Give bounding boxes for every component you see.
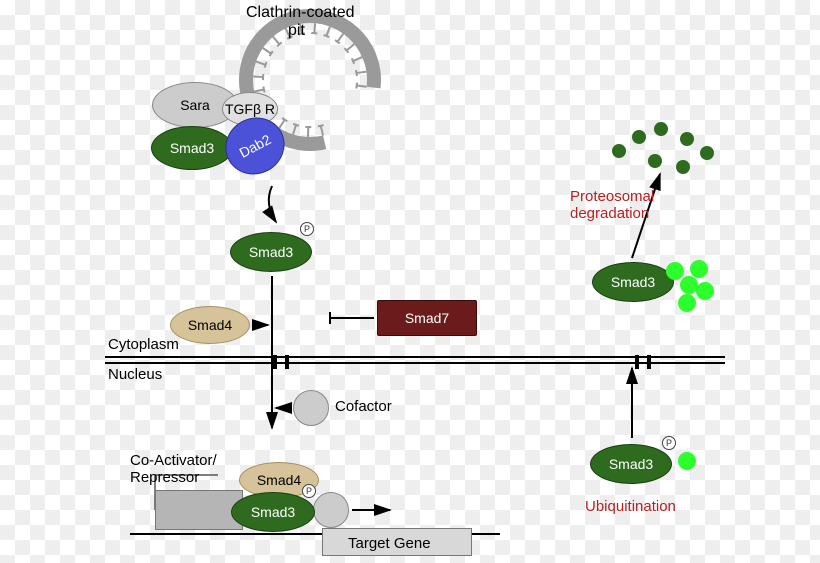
smad4-protein-label: Smad4 [188, 317, 232, 333]
ubiq-cluster-dot [696, 282, 714, 300]
degradation-dot [654, 122, 668, 136]
proteosomal-label: Proteosomaldegradation [570, 188, 654, 222]
ubiq-cluster-dot [678, 294, 696, 312]
target-gene-label: Target Gene [348, 535, 431, 552]
smad7-protein: Smad7 [377, 300, 477, 336]
smad3-top-label: Smad3 [170, 140, 214, 156]
nuclear-membrane [105, 356, 725, 364]
smad3-bottom: Smad3 [231, 492, 315, 532]
smad3-mid-label: Smad3 [249, 244, 293, 260]
smad4-protein: Smad4 [170, 306, 250, 344]
ubiq-cluster-dot [690, 260, 708, 278]
smad3-mid: Smad3 [230, 232, 312, 272]
ubiquitination-label: Ubiquitination [585, 498, 676, 515]
smad3-right-lower-label: Smad3 [609, 456, 653, 472]
nucleus-label: Nucleus [108, 366, 162, 383]
coactivator-label: Co-Activator/Repressor [130, 452, 217, 486]
degradation-dot [612, 144, 626, 158]
smad3-mid-phospho: P [300, 222, 314, 236]
smad3-right-lower-phospho: P [662, 436, 676, 450]
tgfbr-protein-label: TGFβ R [225, 101, 275, 117]
degradation-dot [676, 160, 690, 174]
cytoplasm-label: Cytoplasm [108, 336, 179, 353]
ubiq-dot [678, 452, 696, 470]
pit-title-sub: pit [288, 22, 305, 40]
sara-protein-label: Sara [180, 97, 210, 113]
degradation-dot [648, 154, 662, 168]
smad3-right-upper-label: Smad3 [611, 274, 655, 290]
smad3-right-upper: Smad3 [592, 262, 674, 302]
bottom-gray-cofactor [313, 492, 349, 528]
degradation-dot [680, 132, 694, 146]
smad3-right-lower: Smad3 [590, 444, 672, 484]
smad3-top: Smad3 [151, 126, 233, 170]
smad3-bottom-label: Smad3 [251, 504, 295, 520]
repressor-box [155, 490, 243, 530]
degradation-dot [632, 130, 646, 144]
cofactor-label: Cofactor [335, 398, 392, 415]
cofactor-circle [293, 390, 329, 426]
smad3-bottom-phospho: P [302, 484, 316, 498]
dab2-protein-label: Dab2 [236, 131, 273, 161]
smad4-bottom-label: Smad4 [257, 472, 301, 488]
pit-title: Clathrin-coated [246, 4, 355, 22]
degradation-dot [700, 146, 714, 160]
smad7-protein-label: Smad7 [405, 310, 449, 326]
ubiq-cluster-dot [666, 262, 684, 280]
